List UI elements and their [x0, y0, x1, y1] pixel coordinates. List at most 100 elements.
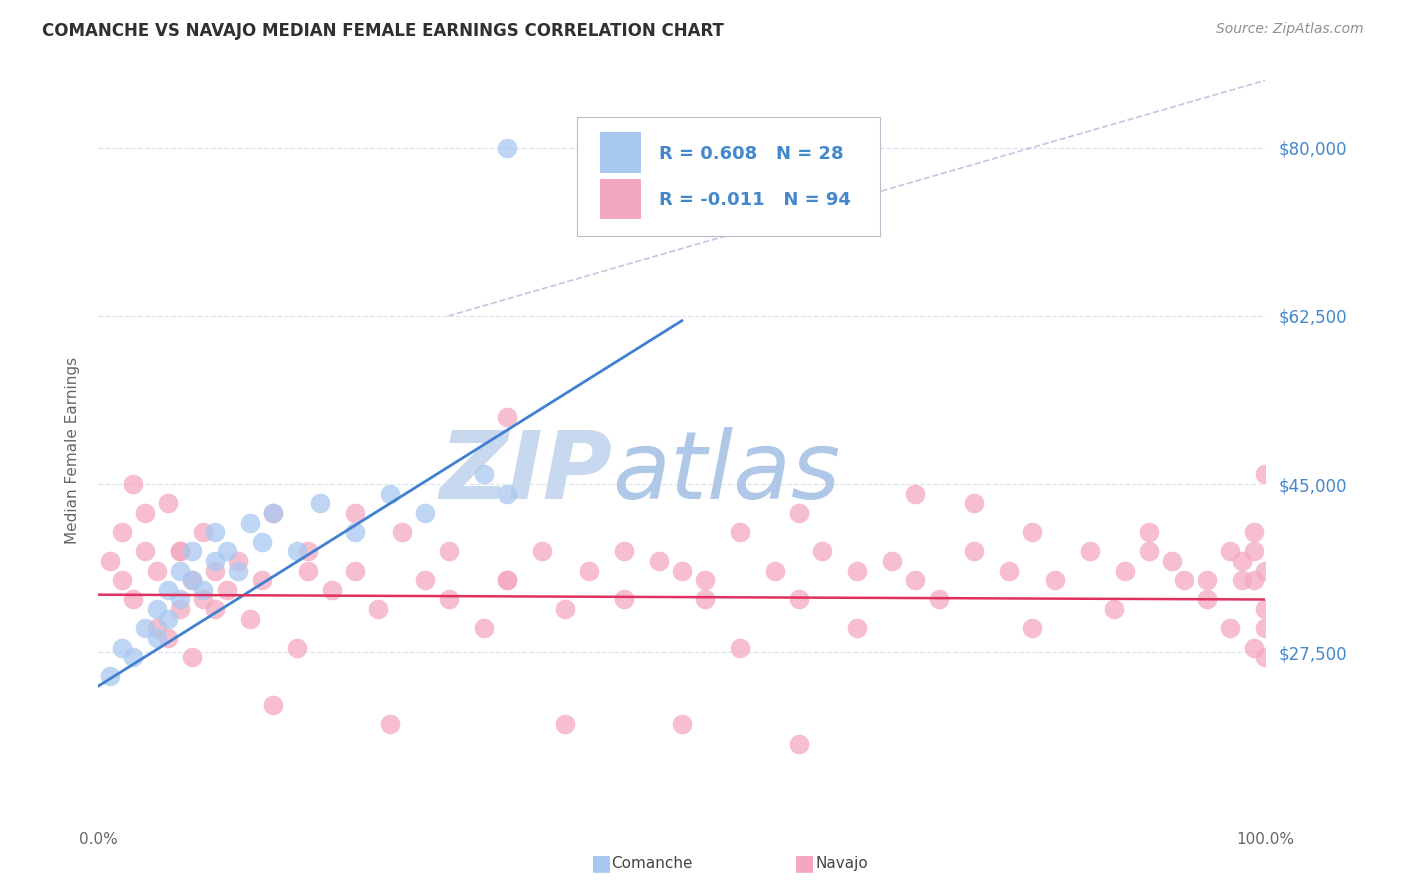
Point	[613, 544, 636, 558]
Point	[695, 592, 717, 607]
Point	[297, 544, 319, 558]
Point	[169, 602, 191, 616]
Point	[437, 544, 460, 558]
Point	[730, 525, 752, 540]
Point	[787, 506, 810, 520]
Point	[787, 737, 810, 751]
Point	[309, 496, 332, 510]
Point	[962, 544, 984, 558]
Point	[1230, 574, 1253, 588]
Text: ■: ■	[591, 854, 612, 873]
Point	[344, 525, 367, 540]
Point	[1173, 574, 1195, 588]
Point	[1114, 564, 1136, 578]
Point	[1137, 525, 1160, 540]
Point	[1230, 554, 1253, 568]
FancyBboxPatch shape	[600, 132, 641, 173]
Text: R = 0.608   N = 28: R = 0.608 N = 28	[658, 145, 844, 163]
Point	[695, 574, 717, 588]
Point	[134, 506, 156, 520]
Point	[250, 534, 273, 549]
Point	[250, 574, 273, 588]
Point	[193, 525, 215, 540]
Point	[180, 574, 202, 588]
Point	[98, 554, 121, 568]
Point	[846, 621, 869, 635]
Point	[1254, 467, 1277, 482]
Point	[134, 544, 156, 558]
Point	[228, 554, 250, 568]
Point	[1243, 525, 1265, 540]
Point	[193, 582, 215, 597]
Point	[904, 487, 927, 501]
Point	[169, 544, 191, 558]
Text: ■: ■	[794, 854, 815, 873]
Point	[647, 554, 669, 568]
Point	[437, 592, 460, 607]
Point	[215, 544, 238, 558]
Text: Navajo: Navajo	[815, 856, 869, 871]
Point	[98, 669, 121, 683]
Point	[496, 487, 519, 501]
Point	[1254, 602, 1277, 616]
Point	[157, 582, 180, 597]
Point	[496, 140, 519, 154]
Y-axis label: Median Female Earnings: Median Female Earnings	[65, 357, 80, 544]
Point	[204, 602, 226, 616]
Text: Comanche: Comanche	[612, 856, 693, 871]
Point	[1243, 544, 1265, 558]
Point	[111, 640, 134, 655]
Point	[204, 525, 226, 540]
Point	[904, 574, 927, 588]
Point	[1195, 592, 1218, 607]
Point	[880, 554, 903, 568]
Point	[763, 564, 786, 578]
Point	[496, 574, 519, 588]
Point	[180, 650, 202, 665]
Point	[146, 621, 169, 635]
Point	[1137, 544, 1160, 558]
Point	[1021, 525, 1043, 540]
Point	[111, 525, 134, 540]
Point	[344, 506, 367, 520]
Point	[367, 602, 389, 616]
Point	[122, 650, 145, 665]
Point	[472, 621, 495, 635]
Point	[169, 544, 191, 558]
Point	[344, 564, 367, 578]
Point	[285, 640, 308, 655]
Point	[204, 564, 226, 578]
Point	[1161, 554, 1184, 568]
Point	[204, 554, 226, 568]
Point	[146, 631, 169, 645]
Point	[122, 477, 145, 491]
Text: R = -0.011   N = 94: R = -0.011 N = 94	[658, 191, 851, 210]
Point	[413, 574, 436, 588]
Point	[1219, 544, 1241, 558]
Point	[180, 574, 202, 588]
Point	[146, 564, 169, 578]
Point	[215, 582, 238, 597]
Point	[1045, 574, 1067, 588]
Point	[846, 564, 869, 578]
Point	[413, 506, 436, 520]
Point	[111, 574, 134, 588]
Point	[146, 602, 169, 616]
Text: atlas: atlas	[612, 427, 841, 518]
Point	[496, 409, 519, 424]
Point	[730, 640, 752, 655]
Point	[472, 467, 495, 482]
Point	[997, 564, 1019, 578]
Point	[1254, 650, 1277, 665]
Point	[554, 602, 576, 616]
Point	[1195, 574, 1218, 588]
Point	[787, 592, 810, 607]
Text: COMANCHE VS NAVAJO MEDIAN FEMALE EARNINGS CORRELATION CHART: COMANCHE VS NAVAJO MEDIAN FEMALE EARNING…	[42, 22, 724, 40]
Point	[554, 717, 576, 731]
Point	[391, 525, 413, 540]
Point	[578, 564, 600, 578]
Point	[169, 564, 191, 578]
Point	[530, 544, 553, 558]
Point	[262, 698, 284, 713]
FancyBboxPatch shape	[576, 117, 880, 235]
